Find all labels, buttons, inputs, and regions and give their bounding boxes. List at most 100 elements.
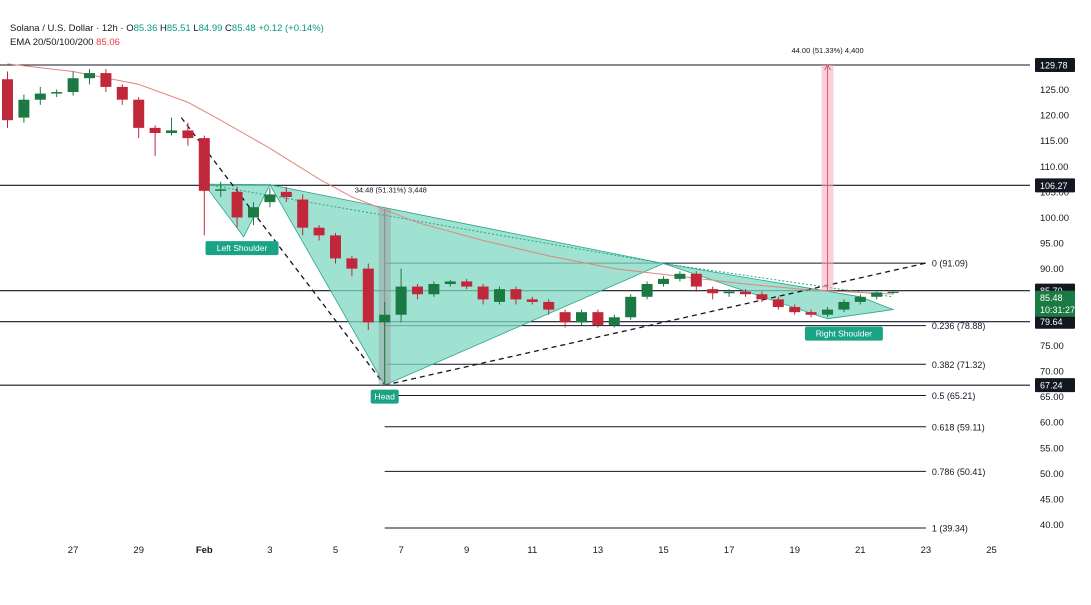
fib-retracement: 0 (91.09) 0.236 (78.88) 0.382 (71.32) 0.5 (… — [384, 259, 986, 534]
candle-down — [100, 68, 112, 93]
candle-down — [543, 299, 555, 315]
legend-row-ema[interactable]: EMA 20/50/100/200 85.06 — [10, 36, 324, 50]
candle-up — [264, 187, 276, 208]
y-tick-label: 105.00 — [1040, 187, 1069, 198]
left-shoulder-badge-text: Left Shoulder — [217, 243, 268, 253]
candle-body — [297, 199, 309, 228]
candle-down — [297, 194, 309, 236]
x-tick-label: 27 — [68, 545, 79, 556]
candle-body — [133, 99, 145, 128]
candle-body — [2, 79, 13, 121]
head-badge-bg — [370, 389, 399, 404]
y-tick-label: 60.00 — [1040, 418, 1064, 429]
right-shoulder-badge-text: Right Shoulder — [816, 329, 872, 339]
price-tag-text: 129.78 — [1040, 61, 1068, 71]
low-label: L — [193, 23, 199, 34]
x-tick-label: 9 — [464, 545, 469, 556]
candle-down — [461, 278, 473, 290]
interval-label[interactable]: 12h — [101, 23, 118, 34]
current-price-bg — [1035, 290, 1075, 317]
candle-body — [707, 289, 719, 294]
candle-up — [215, 181, 227, 197]
price-tag-bg — [1035, 178, 1075, 193]
close-value: 85.48 — [231, 23, 256, 34]
candle-down — [510, 286, 522, 305]
candle-down — [690, 271, 702, 292]
candle-down — [231, 186, 243, 228]
neckline — [384, 262, 927, 386]
y-tick-label: 75.00 — [1040, 341, 1064, 352]
candles — [2, 68, 899, 386]
current-price-text: 85.48 — [1040, 293, 1063, 303]
price-tag-text: 79.64 — [1040, 317, 1063, 327]
candle-body — [822, 309, 833, 315]
candle-up — [84, 68, 95, 85]
x-tick-label: 25 — [986, 545, 997, 556]
candle-down — [2, 71, 13, 128]
symbol-name[interactable]: Solana / U.S. Dollar — [10, 23, 94, 34]
candle-down — [756, 291, 768, 302]
candle-up — [887, 291, 899, 295]
candle-down — [133, 97, 145, 139]
candle-up — [67, 71, 79, 96]
candle-body — [84, 73, 95, 79]
measure-range-1-label: 34.48 (51.31%) 3,448 — [355, 186, 427, 195]
candle-body — [395, 286, 407, 315]
candle-body — [198, 138, 210, 191]
candle-down — [362, 263, 374, 331]
legend-row-symbol: Solana / U.S. Dollar · 12h · O85.36 H85.… — [10, 23, 324, 34]
y-tick-label: 55.00 — [1040, 443, 1064, 454]
candle-body — [494, 289, 505, 302]
candle-body — [789, 307, 801, 313]
candle-up — [248, 202, 259, 226]
x-tick-label: 7 — [398, 545, 403, 556]
pattern-upper-line — [663, 263, 894, 298]
left-trend-line — [180, 117, 386, 386]
candle-body — [854, 296, 866, 302]
candle-body — [280, 191, 292, 197]
head-and-shoulders-pattern — [180, 117, 927, 386]
candle-body — [51, 92, 63, 94]
y-tick-label: 50.00 — [1040, 469, 1064, 480]
candle-down — [116, 84, 128, 105]
x-tick-label: 11 — [527, 545, 537, 556]
candle-down — [280, 186, 292, 203]
price-tag: 67.24 — [1035, 378, 1075, 393]
price-tag-bg — [1035, 378, 1075, 393]
candle-body — [264, 194, 276, 203]
y-tick-label: 70.00 — [1040, 367, 1064, 378]
ema-line-group — [7, 63, 894, 295]
candle-down — [346, 255, 358, 277]
price-tag-text: 67.24 — [1040, 381, 1063, 391]
candle-down — [740, 289, 751, 297]
ema-value: 85.06 — [96, 37, 120, 48]
candle-down — [592, 309, 604, 328]
countdown-text: 10:31:27 — [1040, 305, 1075, 315]
candle-body — [477, 286, 489, 300]
candle-body — [182, 130, 194, 139]
ema-line — [7, 63, 894, 295]
fib-level-label: 0.382 (71.32) — [932, 360, 986, 370]
candle-up — [658, 276, 669, 287]
candle-down — [198, 135, 210, 236]
candle-body — [313, 227, 325, 236]
change-value: +0.12 (+0.14%) — [258, 23, 324, 34]
chart-legend: Solana / U.S. Dollar · 12h · O85.36 H85.… — [10, 22, 324, 50]
candle-up — [838, 299, 850, 313]
candle-body — [756, 294, 768, 300]
candle-down — [559, 309, 571, 328]
candle-body — [510, 289, 522, 300]
candle-body — [576, 312, 587, 323]
candle-up — [674, 271, 686, 282]
candle-down — [313, 225, 325, 241]
time-axis[interactable]: 27 29 Feb 3 5 7 9 11 13 15 17 19 21 23 25 — [68, 545, 997, 556]
candle-body — [428, 284, 440, 295]
candle-body — [625, 296, 637, 318]
candle-down — [789, 304, 801, 315]
candle-down — [330, 232, 341, 264]
candle-up — [494, 286, 505, 305]
candle-up — [34, 86, 46, 105]
candle-body — [330, 235, 341, 259]
